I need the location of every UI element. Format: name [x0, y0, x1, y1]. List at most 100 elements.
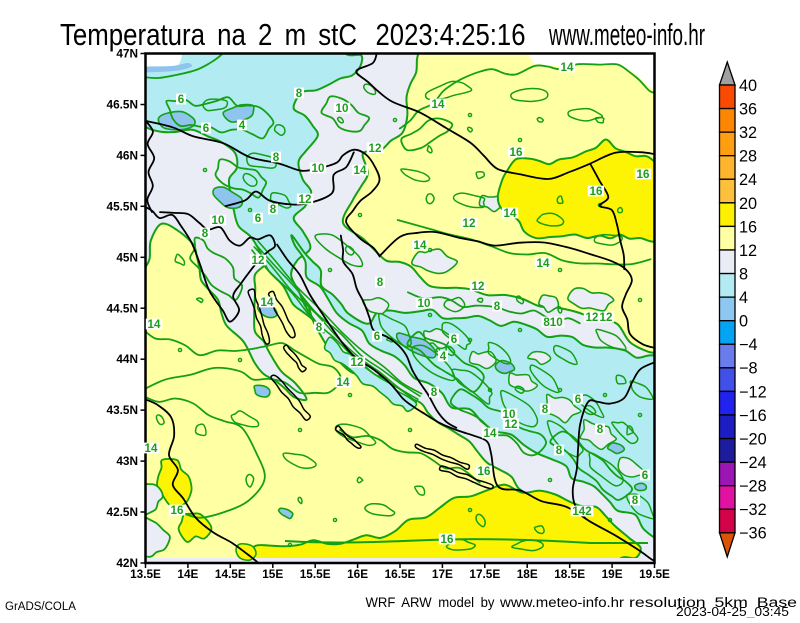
- svg-text:2023:4:25:16: 2023:4:25:16: [376, 17, 526, 52]
- svg-text:46.5N: 46.5N: [107, 97, 138, 111]
- svg-text:16: 16: [590, 185, 603, 198]
- svg-text:44.5N: 44.5N: [107, 301, 138, 315]
- svg-text:32: 32: [739, 124, 757, 142]
- svg-text:8: 8: [739, 265, 748, 283]
- svg-text:10: 10: [336, 102, 349, 115]
- svg-text:43.5N: 43.5N: [107, 403, 138, 417]
- svg-text:8: 8: [597, 423, 604, 436]
- svg-text:4: 4: [239, 119, 246, 132]
- svg-text:43N: 43N: [116, 454, 138, 468]
- svg-text:12: 12: [463, 217, 476, 230]
- svg-text:16E: 16E: [347, 567, 368, 581]
- svg-text:14: 14: [484, 427, 497, 440]
- svg-text:8: 8: [316, 321, 323, 334]
- svg-text:36: 36: [739, 100, 757, 118]
- svg-text:17.5E: 17.5E: [469, 567, 500, 581]
- svg-text:−12: −12: [739, 383, 767, 401]
- svg-text:14: 14: [148, 318, 161, 331]
- svg-text:12: 12: [299, 193, 312, 206]
- svg-text:18.5E: 18.5E: [554, 567, 585, 581]
- svg-text:8: 8: [202, 227, 209, 240]
- svg-text:8: 8: [431, 386, 438, 399]
- svg-text:13.5E: 13.5E: [130, 567, 161, 581]
- svg-text:6: 6: [451, 333, 458, 346]
- svg-text:14: 14: [432, 98, 445, 111]
- svg-text:8: 8: [377, 276, 384, 289]
- svg-text:−20: −20: [739, 430, 767, 448]
- svg-text:8: 8: [270, 203, 277, 216]
- svg-text:12: 12: [369, 142, 382, 155]
- svg-text:6: 6: [642, 469, 649, 482]
- svg-text:14: 14: [354, 164, 367, 177]
- svg-text:8: 8: [542, 403, 549, 416]
- svg-text:12: 12: [351, 356, 364, 369]
- svg-text:44N: 44N: [116, 352, 138, 366]
- svg-text:−28: −28: [739, 478, 767, 496]
- svg-text:8: 8: [494, 300, 501, 313]
- svg-text:6: 6: [575, 393, 582, 406]
- svg-text:8: 8: [273, 151, 280, 164]
- svg-text:4: 4: [440, 350, 447, 363]
- svg-text:16: 16: [441, 533, 454, 546]
- svg-text:8: 8: [556, 444, 563, 457]
- svg-text:45N: 45N: [116, 250, 138, 264]
- svg-text:14.5E: 14.5E: [215, 567, 246, 581]
- svg-text:42N: 42N: [116, 556, 138, 570]
- svg-text:16: 16: [637, 168, 650, 181]
- svg-text:46N: 46N: [116, 148, 138, 162]
- svg-text:−32: −32: [739, 501, 767, 519]
- svg-text:20: 20: [739, 195, 757, 213]
- svg-text:8: 8: [296, 87, 303, 100]
- svg-text:45.5N: 45.5N: [107, 199, 138, 213]
- svg-text:−4: −4: [739, 336, 758, 354]
- svg-text:24: 24: [739, 171, 757, 189]
- svg-text:−8: −8: [739, 360, 758, 378]
- svg-text:14: 14: [414, 239, 427, 252]
- svg-text:14: 14: [537, 257, 550, 270]
- svg-text:10: 10: [312, 162, 325, 175]
- svg-text:16: 16: [478, 465, 491, 478]
- svg-text:6: 6: [178, 93, 185, 106]
- svg-text:GrADS/COLA: GrADS/COLA: [5, 601, 76, 613]
- svg-text:12: 12: [600, 311, 613, 324]
- svg-text:8: 8: [632, 494, 639, 507]
- svg-text:−16: −16: [739, 407, 767, 425]
- svg-text:www.meteo-info.hr: www.meteo-info.hr: [548, 17, 705, 52]
- svg-text:−24: −24: [739, 454, 767, 472]
- svg-text:19.5E: 19.5E: [639, 567, 670, 581]
- svg-text:14: 14: [337, 376, 350, 389]
- svg-text:15.5E: 15.5E: [300, 567, 331, 581]
- svg-text:40: 40: [739, 77, 757, 95]
- svg-text:14: 14: [504, 207, 517, 220]
- svg-text:42.5N: 42.5N: [107, 505, 138, 519]
- svg-text:47N: 47N: [116, 47, 138, 61]
- svg-text:−36: −36: [739, 525, 767, 543]
- svg-text:14: 14: [561, 61, 574, 74]
- svg-text:18E: 18E: [517, 567, 538, 581]
- svg-text:10: 10: [503, 408, 516, 421]
- svg-text:16: 16: [171, 504, 184, 517]
- svg-text:WRF ARW model by: WRF ARW model by: [366, 595, 495, 610]
- svg-text:www.meteo-info.hr: www.meteo-info.hr: [499, 595, 625, 610]
- svg-text:12: 12: [505, 418, 518, 431]
- svg-text:0: 0: [739, 313, 748, 331]
- svg-text:10: 10: [212, 214, 225, 227]
- svg-text:16.5E: 16.5E: [385, 567, 416, 581]
- svg-text:12: 12: [252, 254, 265, 267]
- svg-text:14: 14: [145, 442, 158, 455]
- svg-text:14: 14: [261, 296, 274, 309]
- svg-text:Temperatura na 2 m stC: Temperatura na 2 m stC: [60, 17, 357, 52]
- svg-text:2023-04-25_03:45: 2023-04-25_03:45: [676, 604, 789, 618]
- svg-text:16: 16: [510, 146, 523, 159]
- svg-text:142: 142: [572, 505, 591, 518]
- svg-text:19E: 19E: [602, 567, 623, 581]
- svg-text:16: 16: [739, 218, 757, 236]
- svg-text:15E: 15E: [262, 567, 283, 581]
- svg-text:6: 6: [203, 122, 210, 135]
- svg-text:14E: 14E: [177, 567, 198, 581]
- svg-text:6: 6: [255, 212, 262, 225]
- svg-text:810: 810: [543, 316, 562, 329]
- svg-text:28: 28: [739, 148, 757, 166]
- svg-text:10: 10: [418, 297, 431, 310]
- svg-text:17E: 17E: [432, 567, 453, 581]
